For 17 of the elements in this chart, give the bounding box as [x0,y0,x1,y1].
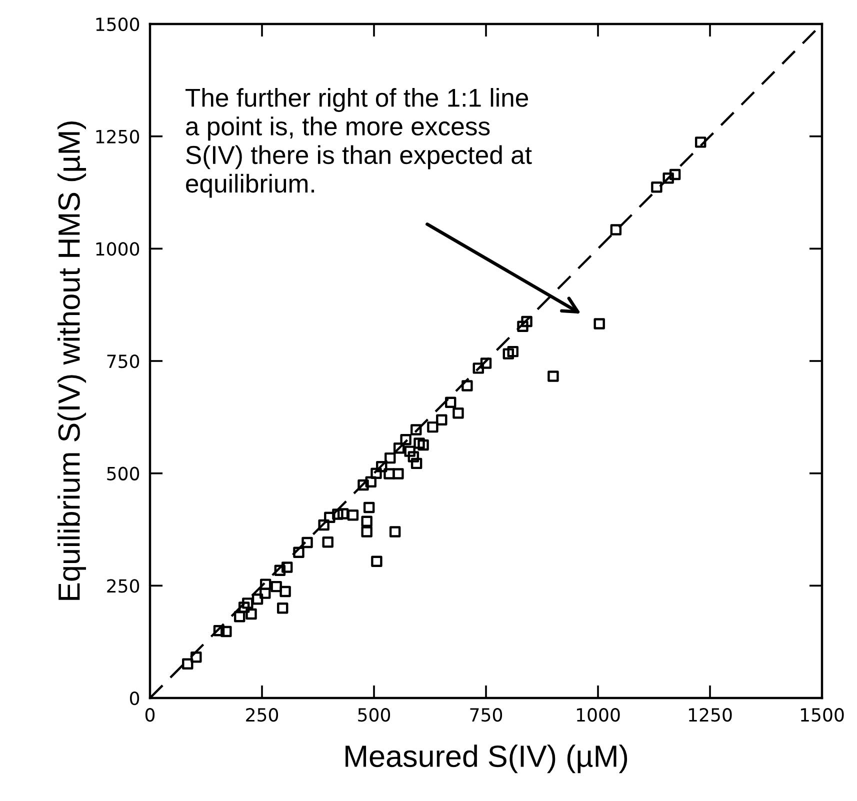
y-tick-label: 500 [107,466,140,480]
y-tick-label: 1000 [96,242,140,256]
y-axis-title: Equilibrium S(IV) without HMS (µM) [58,121,86,600]
x-tick-label: 250 [246,708,278,722]
y-tick-label: 250 [107,579,140,593]
x-tick-label: 1250 [689,708,732,722]
y-tick-label: 750 [107,354,140,368]
x-axis-title: Measured S(IV) (µM) [346,744,628,774]
y-tick-label: 1500 [96,17,140,32]
y-tick-label: 1250 [96,130,140,144]
x-tick-label: 750 [470,708,502,722]
x-tick-label: 1500 [801,708,844,722]
x-tick-label: 1000 [577,708,620,722]
annotation: The further right of the 1:1 line a point is, the more excess S(IV) there is than expected at equilibrium. [186,88,532,198]
x-tick-label: 500 [358,708,390,722]
x-tick-label: 0 [145,708,155,722]
y-tick-label: 0 [130,691,140,706]
